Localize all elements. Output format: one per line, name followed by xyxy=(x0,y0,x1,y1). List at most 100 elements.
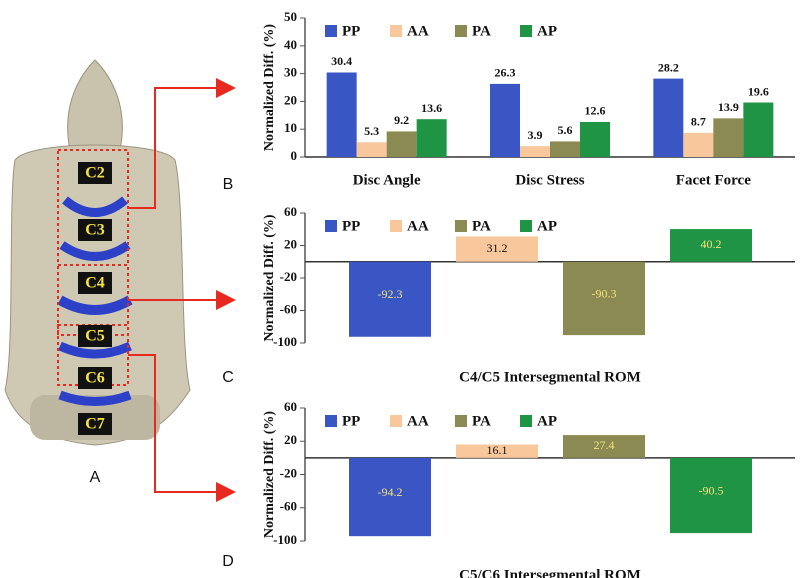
y-tick-label: -20 xyxy=(280,269,297,284)
legend-swatch xyxy=(390,220,402,232)
vertebra-label: C2 xyxy=(85,165,105,182)
legend-label: PA xyxy=(472,218,491,234)
vertebra-label: C7 xyxy=(85,416,105,433)
vertebra-label: C4 xyxy=(85,275,105,292)
y-tick-label: 10 xyxy=(284,120,297,135)
value-label: 19.6 xyxy=(748,84,769,98)
value-label: -90.3 xyxy=(592,287,617,301)
vertebra-label-box xyxy=(78,325,112,347)
legend-swatch xyxy=(325,25,337,37)
bar xyxy=(520,146,550,157)
vertebra-label: C6 xyxy=(85,370,105,387)
legend-swatch xyxy=(390,25,402,37)
bar xyxy=(326,72,357,157)
value-label: 3.9 xyxy=(528,128,543,142)
chart-title: C5/C6 Intersegmental ROM xyxy=(459,567,641,578)
value-label: 31.2 xyxy=(487,241,508,255)
vertebra-label-box xyxy=(78,272,112,294)
value-label: 8.7 xyxy=(691,115,706,129)
legend-label: PP xyxy=(342,23,360,39)
bar xyxy=(550,141,580,157)
value-label: 30.4 xyxy=(331,54,352,68)
value-label: 16.1 xyxy=(487,443,508,457)
y-tick-label: -20 xyxy=(280,465,297,480)
value-label: 26.3 xyxy=(495,66,516,80)
vertebra-label: C3 xyxy=(85,222,105,239)
x-tick-label: Disc Stress xyxy=(515,172,584,188)
legend-swatch xyxy=(455,415,467,427)
y-tick-label: 0 xyxy=(291,148,298,163)
bar xyxy=(580,121,610,157)
vertebra-label-box xyxy=(78,162,112,184)
value-label: -92.3 xyxy=(378,287,403,301)
bar xyxy=(683,132,714,157)
legend-swatch xyxy=(455,220,467,232)
legend-swatch xyxy=(520,220,532,232)
bar xyxy=(349,457,431,537)
y-tick-label: 60 xyxy=(284,399,297,414)
legend-swatch xyxy=(390,415,402,427)
y-tick-label: 60 xyxy=(284,204,297,219)
panel-label: B xyxy=(223,176,234,193)
legend-label: AP xyxy=(537,23,557,39)
legend-swatch xyxy=(455,25,467,37)
panel-label: A xyxy=(90,469,101,486)
value-label: 28.2 xyxy=(658,60,679,74)
y-tick-label: -100 xyxy=(273,334,297,349)
y-tick-label: 40 xyxy=(284,37,297,52)
value-label: 5.3 xyxy=(364,124,379,138)
bar xyxy=(743,102,774,157)
value-label: 5.6 xyxy=(558,123,573,137)
bar xyxy=(713,118,744,157)
panel-label: D xyxy=(222,553,234,570)
bar xyxy=(670,229,752,262)
legend-label: AA xyxy=(407,413,429,429)
bar xyxy=(386,131,417,157)
legend-swatch xyxy=(325,220,337,232)
bar xyxy=(563,435,645,458)
bar xyxy=(349,261,431,337)
legend-label: AA xyxy=(407,23,429,39)
value-label: 9.2 xyxy=(394,113,409,127)
bar xyxy=(456,236,538,262)
y-axis-label: Normalized Diff. (%) xyxy=(262,24,277,151)
y-axis-label: Normalized Diff. (%) xyxy=(262,214,277,341)
y-tick-label: -60 xyxy=(280,499,297,514)
bar xyxy=(563,261,645,336)
panel-label: C xyxy=(222,369,234,386)
y-tick-label: -60 xyxy=(280,301,297,316)
legend-label: PA xyxy=(472,23,491,39)
bar xyxy=(356,142,387,157)
legend-swatch xyxy=(520,415,532,427)
y-tick-label: 50 xyxy=(284,9,297,24)
y-tick-label: 20 xyxy=(284,432,297,447)
y-tick-label: 20 xyxy=(284,236,297,251)
value-label: 13.9 xyxy=(718,100,739,114)
value-label: 13.6 xyxy=(421,101,442,115)
x-tick-label: Disc Angle xyxy=(353,172,421,188)
y-tick-label: -100 xyxy=(273,532,297,547)
legend-label: PP xyxy=(342,218,360,234)
y-tick-label: 20 xyxy=(284,92,297,107)
x-tick-label: Facet Force xyxy=(676,172,751,188)
value-label: -94.2 xyxy=(378,485,403,499)
value-label: 27.4 xyxy=(594,438,615,452)
vertebra-label-box xyxy=(78,413,112,435)
legend-label: AP xyxy=(537,218,557,234)
legend-swatch xyxy=(325,415,337,427)
value-label: 40.2 xyxy=(701,237,722,251)
spine-illustration xyxy=(4,59,236,502)
vertebra-label: C5 xyxy=(85,328,105,345)
vertebra-label-box xyxy=(78,219,112,241)
bar xyxy=(653,78,684,157)
y-axis-label: Normalized Diff. (%) xyxy=(262,411,277,538)
y-tick-label: 30 xyxy=(284,65,297,80)
bar xyxy=(670,457,752,534)
bar xyxy=(456,444,538,458)
legend-swatch xyxy=(520,25,532,37)
bar xyxy=(416,119,447,157)
legend-label: AP xyxy=(537,413,557,429)
legend-label: PA xyxy=(472,413,491,429)
chart-title: C4/C5 Intersegmental ROM xyxy=(459,369,641,385)
